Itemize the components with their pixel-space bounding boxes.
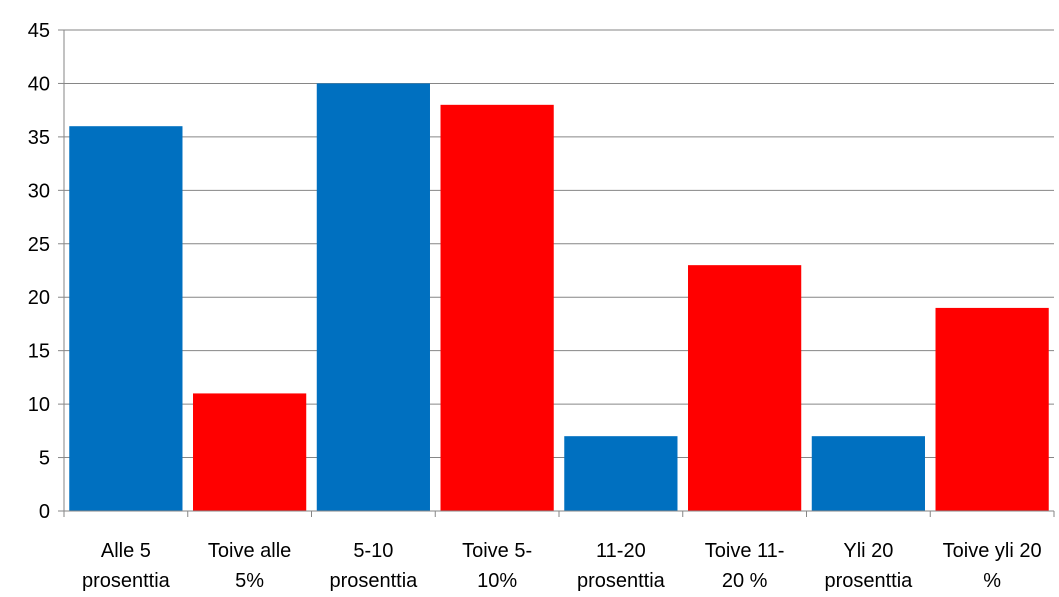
bar (316, 83, 430, 511)
y-tick-label: 5 (39, 448, 50, 470)
x-category-label: Toive yli 20% (943, 540, 1042, 592)
x-category-label: 11-20 prosenttia (577, 540, 666, 592)
y-tick-label: 25 (28, 234, 50, 256)
bar (688, 265, 802, 511)
y-tick-label: 40 (28, 73, 50, 95)
x-category-label: 5-10 prosenttia (329, 540, 418, 592)
x-category-label: Toive alle 5% (208, 540, 291, 592)
y-tick-label: 10 (28, 394, 50, 416)
x-category-label: Toive 11-20 % (705, 540, 785, 592)
x-category-label: Yli 20 prosenttia (824, 540, 913, 592)
x-category-label: Toive 5-10% (462, 540, 532, 592)
y-tick-labels: 0 5 10 15 20 25 30 35 40 45 (28, 20, 50, 523)
bar (811, 436, 925, 511)
x-category-labels: Alle 5 prosenttia Toive alle 5% 5-10 prosentt… (82, 540, 1042, 592)
bars (69, 83, 1049, 512)
bar (193, 393, 307, 511)
y-tick-label: 0 (39, 501, 50, 523)
bar (69, 126, 183, 511)
bar (440, 104, 554, 512)
bar (935, 307, 1049, 511)
axes (58, 29, 1055, 517)
y-tick-label: 15 (28, 341, 50, 363)
bar (564, 436, 678, 511)
x-category-label: Alle 5 prosenttia (82, 540, 171, 592)
y-tick-label: 20 (28, 287, 50, 309)
y-tick-label: 30 (28, 180, 50, 202)
y-tick-label: 45 (28, 20, 50, 42)
y-tick-label: 35 (28, 127, 50, 149)
